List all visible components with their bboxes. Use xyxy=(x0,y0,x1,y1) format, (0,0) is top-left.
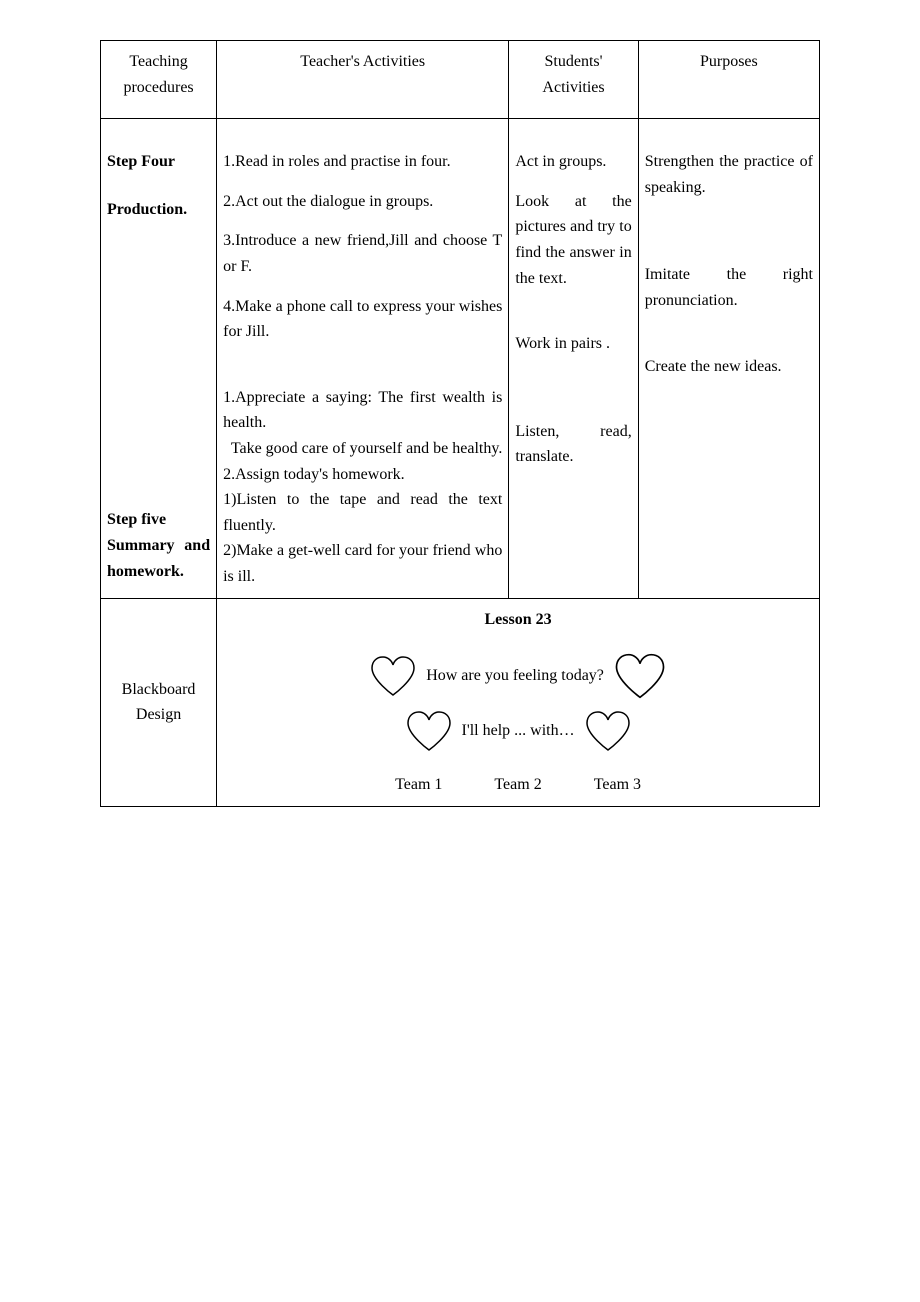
heart-line-2: I'll help ... with… xyxy=(227,710,809,752)
header-col2: Teacher's Activities xyxy=(217,41,509,119)
blackboard-design-row: Blackboard Design Lesson 23 How are you … xyxy=(101,598,820,806)
lesson-title: Lesson 23 xyxy=(227,607,809,633)
students-act-1: Act in groups. xyxy=(515,149,631,175)
purpose-2: Imitate the right pronunciation. xyxy=(645,262,813,313)
procedures-cell: Step Four Production. Step five Summary … xyxy=(101,119,217,598)
heart-icon xyxy=(404,710,454,752)
table-body-row: Step Four Production. Step five Summary … xyxy=(101,119,820,598)
teacher-act-4: 4.Make a phone call to express your wish… xyxy=(223,294,502,345)
table-header-row: Teaching procedures Teacher's Activities… xyxy=(101,41,820,119)
header-col1: Teaching procedures xyxy=(101,41,217,119)
purpose-1: Strengthen the practice of speaking. xyxy=(645,149,813,200)
heart-icon xyxy=(368,655,418,697)
teacher-act-1: 1.Read in roles and practise in four. xyxy=(223,149,502,175)
blackboard-label-a: Blackboard xyxy=(109,677,208,703)
production-label: Production. xyxy=(107,197,210,223)
heart-icon xyxy=(612,652,668,700)
purpose-3: Create the new ideas. xyxy=(645,354,813,380)
students-act-2: Look at the pictures and try to find the… xyxy=(515,189,631,291)
header-col4: Purposes xyxy=(638,41,819,119)
step-five-label: Step five xyxy=(107,507,210,533)
teacher-saying-a: 1.Appreciate a saying: The first wealth … xyxy=(223,385,502,436)
summary-homework-label: Summary and homework. xyxy=(107,533,210,584)
teacher-saying-b: Take good care of yourself and be health… xyxy=(223,436,502,462)
team-1: Team 1 xyxy=(395,776,442,793)
blackboard-line-2: I'll help ... with… xyxy=(462,718,575,744)
team-2: Team 2 xyxy=(494,776,541,793)
blackboard-design-label-cell: Blackboard Design xyxy=(101,598,217,806)
heart-icon xyxy=(583,710,633,752)
team-3: Team 3 xyxy=(594,776,641,793)
teacher-act-3: 3.Introduce a new friend,Jill and choose… xyxy=(223,228,502,279)
heart-line-1: How are you feeling today? xyxy=(227,652,809,700)
header-col3: Students' Activities xyxy=(509,41,638,119)
blackboard-design-content: Lesson 23 How are you feeling today? xyxy=(217,598,820,806)
teacher-hw-2: 2)Make a get-well card for your friend w… xyxy=(223,538,502,589)
teams-line: Team 1 Team 2 Team 3 xyxy=(227,772,809,798)
teacher-act-2: 2.Act out the dialogue in groups. xyxy=(223,189,502,215)
students-act-3: Work in pairs . xyxy=(515,331,631,357)
teacher-hw-1: 1)Listen to the tape and read the text f… xyxy=(223,487,502,538)
students-act-4: Listen, read, translate. xyxy=(515,419,631,470)
teacher-hw-assign: 2.Assign today's homework. xyxy=(223,462,502,488)
blackboard-line-1: How are you feeling today? xyxy=(426,663,604,689)
students-activities-cell: Act in groups. Look at the pictures and … xyxy=(509,119,638,598)
lesson-plan-table: Teaching procedures Teacher's Activities… xyxy=(100,40,820,807)
blackboard-label-b: Design xyxy=(109,702,208,728)
step-four-label: Step Four xyxy=(107,149,210,175)
purposes-cell: Strengthen the practice of speaking. Imi… xyxy=(638,119,819,598)
teacher-activities-cell: 1.Read in roles and practise in four. 2.… xyxy=(217,119,509,598)
